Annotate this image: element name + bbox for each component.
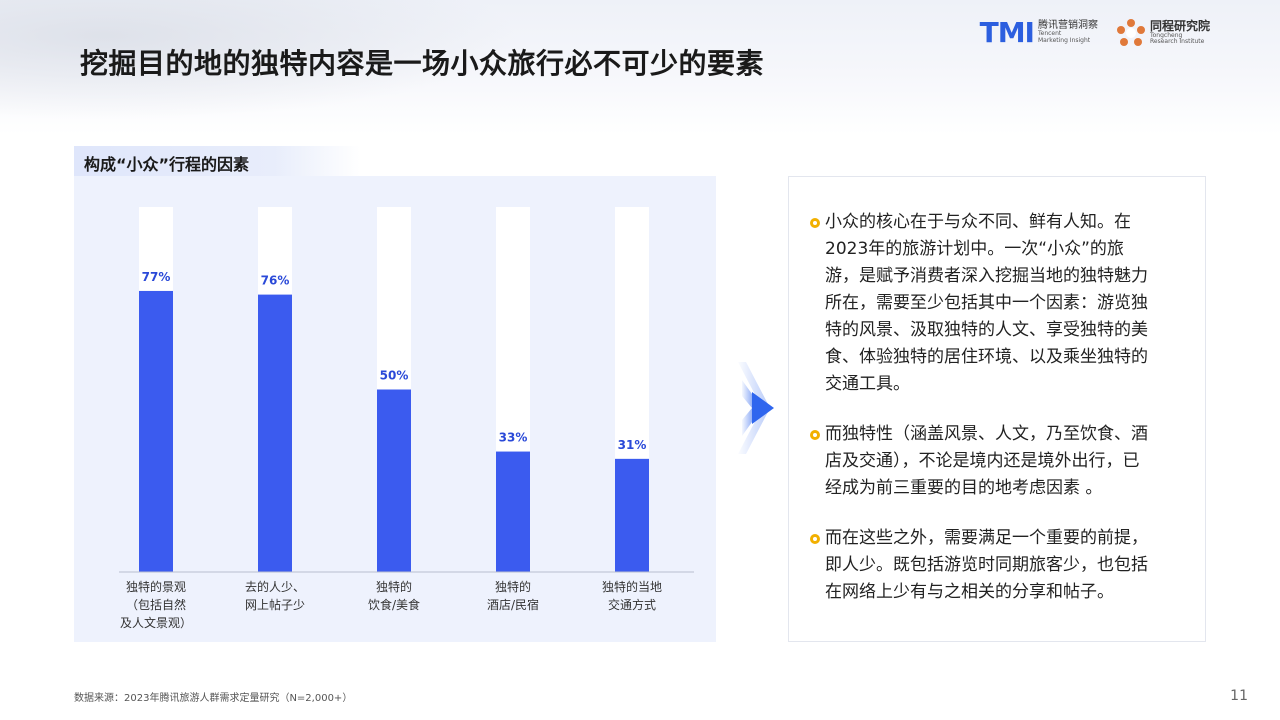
summary-panel [788, 176, 1206, 642]
bar-value-label: 50% [380, 369, 409, 383]
bar [139, 290, 173, 572]
arrow-right-icon [738, 362, 774, 454]
tmi-logo-en1: Tencent [1037, 30, 1062, 38]
bar-value-label: 76% [261, 274, 290, 288]
bullet-text-line: 在网络上少有与之相关的分享和帖子。 [825, 582, 1114, 602]
tmi-logo: TMI 腾讯营销洞察 Tencent Marketing Insight [980, 16, 1098, 49]
tmi-logo-en2: Marketing Insight [1037, 36, 1091, 44]
bullet-text-line: 而在这些之外，需要满足一个重要的前提， [825, 528, 1148, 548]
bullet-text-line: 特的风景、汲取独特的人文、享受独特的美 [825, 320, 1148, 340]
tongcheng-logo-cn: 同程研究院 [1149, 18, 1210, 33]
tongcheng-logo: 同程研究院 Tongcheng Research Institute [1116, 18, 1210, 48]
tongcheng-logo-en2: Research Institute [1149, 37, 1205, 45]
bullet-icon [810, 430, 820, 440]
x-tick-label: 饮食/美食 [368, 597, 420, 612]
bullet-text-line: 小众的核心在于与众不同、鲜有人知。在 [825, 212, 1131, 232]
bar [496, 451, 530, 572]
data-source-note: 数据来源：2023年腾讯旅游人群需求定量研究（N=2,000+） [74, 693, 353, 704]
bullet-text-line: 经成为前三重要的目的地考虑因素 。 [825, 478, 1103, 498]
tongcheng-logo-icon [1116, 18, 1145, 46]
x-tick-label: 独特的当地 [602, 579, 662, 594]
bullet-text-line: 店及交通），不论是境内还是境外出行，已 [825, 451, 1140, 471]
chart-panel: 77% 76% 50% 33% 31% 独特的景观 （包括自然及人文景观） 去的人少、网上帖子… [74, 176, 716, 642]
x-tick-label: 及人文景观） [120, 615, 192, 630]
x-tick-label: 交通方式 [608, 597, 656, 612]
bar [258, 294, 292, 572]
logo-group: TMI 腾讯营销洞察 Tencent Marketing Insight 同程研… [980, 16, 1210, 49]
x-tick-label: 独特的 [376, 579, 412, 594]
page-number: 11 [1230, 688, 1248, 704]
tongcheng-logo-en1: Tongcheng [1149, 31, 1183, 39]
x-tick-label: 酒店/民宿 [487, 597, 539, 612]
bullet-icon [810, 218, 820, 228]
bar-value-label: 31% [618, 438, 647, 452]
bullet-text-line: 2023年的旅游计划中。一次“小众”的旅 [825, 239, 1124, 259]
page-title: 挖掘目的地的独特内容是一场小众旅行必不可少的要素 [80, 47, 765, 80]
x-tick-label: 去的人少、 [245, 579, 305, 594]
bar [377, 389, 411, 572]
tmi-logo-mark: TMI [979, 16, 1035, 49]
x-tick-label: （包括自然 [126, 597, 186, 612]
bullet-icon [810, 534, 820, 544]
bullet-text-line: 食、体验独特的居住环境、以及乘坐独特的 [825, 347, 1148, 367]
tmi-logo-cn: 腾讯营销洞察 [1037, 19, 1098, 31]
bullet-text-line: 即人少。既包括游览时同期旅客少，也包括 [825, 555, 1148, 575]
bar-value-label: 33% [499, 431, 528, 445]
bar-value-label: 77% [142, 270, 171, 284]
x-tick-label: 网上帖子少 [245, 597, 305, 612]
bullet-text-line: 而独特性（涵盖风景、人文，乃至饮食、酒 [825, 424, 1148, 444]
section-tab [74, 146, 360, 176]
header-decoration [0, 0, 520, 120]
x-tick-label: 独特的景观 [126, 579, 186, 594]
x-tick-label: 独特的 [495, 579, 531, 594]
bullet-text-line: 交通工具。 [825, 374, 910, 394]
section-label: 构成“小众”行程的因素 [84, 155, 250, 174]
bar [615, 458, 649, 572]
bullet-text-line: 游，是赋予消费者深入挖掘当地的独特魅力 [825, 266, 1148, 286]
bullet-text-line: 所在，需要至少包括其中一个因素：游览独 [825, 293, 1148, 313]
